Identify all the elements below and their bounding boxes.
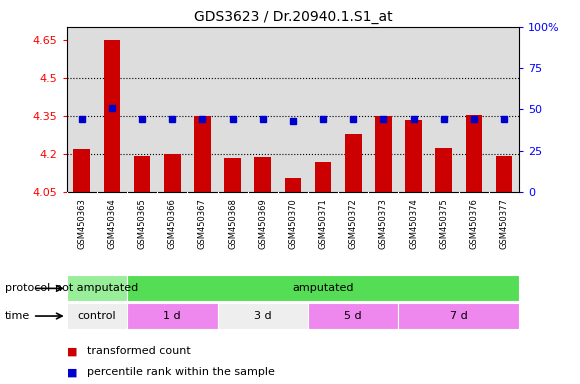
- Bar: [127, 275, 519, 301]
- Bar: [255, 157, 271, 192]
- Bar: [436, 147, 452, 192]
- Bar: [375, 116, 392, 192]
- Bar: [285, 178, 301, 192]
- Text: ■: ■: [67, 367, 77, 377]
- Bar: [67, 303, 127, 329]
- Text: GSM450366: GSM450366: [168, 199, 177, 250]
- Text: GSM450375: GSM450375: [439, 199, 448, 249]
- Bar: [315, 162, 331, 192]
- Text: GSM450369: GSM450369: [258, 199, 267, 249]
- Text: 1 d: 1 d: [164, 311, 181, 321]
- Text: 7 d: 7 d: [450, 311, 467, 321]
- Bar: [496, 156, 512, 192]
- Bar: [398, 303, 519, 329]
- Text: ■: ■: [67, 346, 77, 356]
- Text: protocol: protocol: [5, 283, 50, 293]
- Text: GSM450370: GSM450370: [288, 199, 298, 249]
- Text: GSM450363: GSM450363: [77, 199, 86, 250]
- Bar: [345, 134, 361, 192]
- Bar: [104, 40, 120, 192]
- Text: GSM450367: GSM450367: [198, 199, 207, 250]
- Bar: [127, 303, 218, 329]
- Bar: [194, 116, 211, 192]
- Title: GDS3623 / Dr.20940.1.S1_at: GDS3623 / Dr.20940.1.S1_at: [194, 10, 392, 25]
- Text: GSM450371: GSM450371: [318, 199, 328, 249]
- Text: amputated: amputated: [292, 283, 354, 293]
- Bar: [67, 275, 127, 301]
- Text: GSM450364: GSM450364: [107, 199, 117, 249]
- Text: GSM450377: GSM450377: [499, 199, 509, 250]
- Text: GSM450368: GSM450368: [228, 199, 237, 250]
- Text: GSM450376: GSM450376: [469, 199, 478, 250]
- Bar: [308, 303, 398, 329]
- Text: percentile rank within the sample: percentile rank within the sample: [87, 367, 275, 377]
- Text: GSM450373: GSM450373: [379, 199, 388, 250]
- Text: 3 d: 3 d: [254, 311, 271, 321]
- Bar: [164, 154, 180, 192]
- Bar: [224, 158, 241, 192]
- Bar: [405, 119, 422, 192]
- Text: time: time: [5, 311, 30, 321]
- Text: control: control: [78, 311, 116, 321]
- Bar: [218, 303, 308, 329]
- Text: GSM450365: GSM450365: [137, 199, 147, 249]
- Text: transformed count: transformed count: [87, 346, 191, 356]
- Text: GSM450374: GSM450374: [409, 199, 418, 249]
- Bar: [466, 114, 482, 192]
- Text: not amputated: not amputated: [55, 283, 139, 293]
- Text: GSM450372: GSM450372: [349, 199, 358, 249]
- Bar: [74, 149, 90, 192]
- Text: 5 d: 5 d: [345, 311, 362, 321]
- Bar: [134, 156, 150, 192]
